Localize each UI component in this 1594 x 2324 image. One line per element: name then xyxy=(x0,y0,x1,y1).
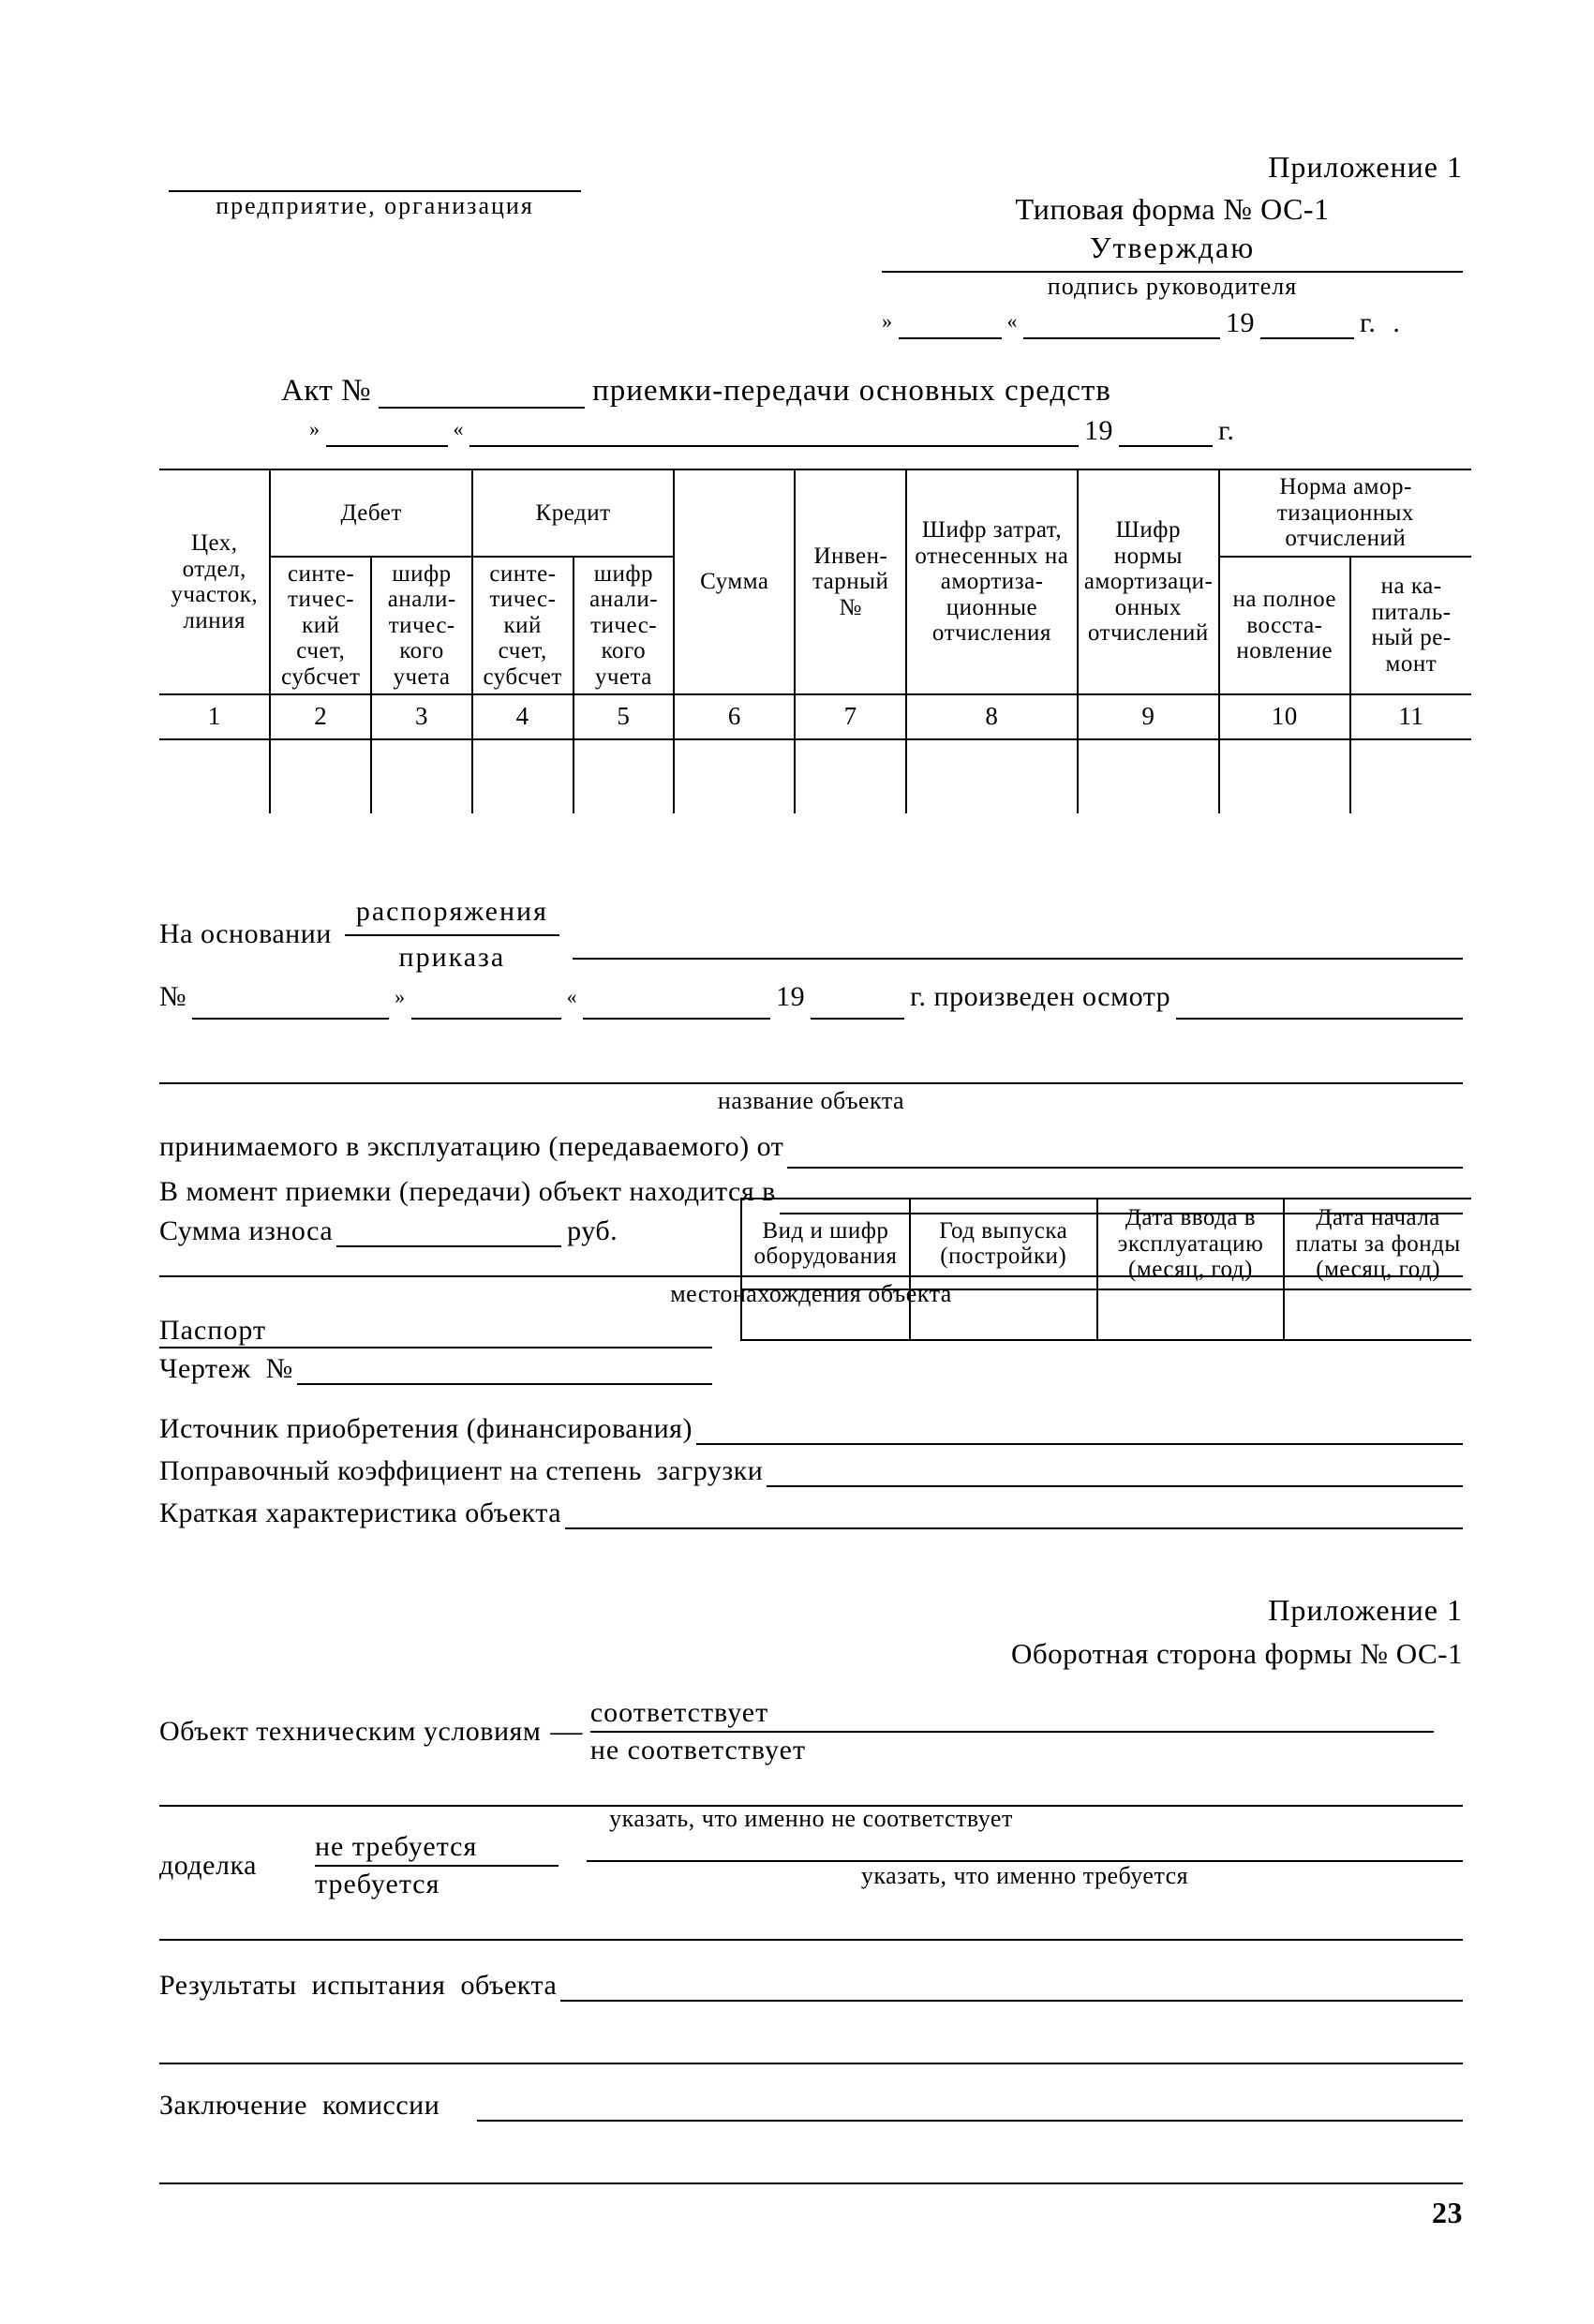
conclusion-label: Заключение комиссии xyxy=(159,2090,439,2122)
akt-block: Акт № приемки-передачи основных средств … xyxy=(281,373,1453,447)
akt-label: Акт № xyxy=(281,374,371,409)
results-label: Результаты испытания объекта xyxy=(159,1970,557,2002)
basis-num: № xyxy=(159,976,186,1020)
basis-opt2: приказа xyxy=(345,936,559,980)
source-block: Источник приобретения (финансирования) П… xyxy=(159,1410,1463,1531)
passport-field[interactable] xyxy=(270,1316,712,1347)
finish-cap: указать, что именно требуется xyxy=(587,1862,1463,1890)
t1-h4: синте­тичес­кий счет, суб­счет xyxy=(472,557,574,695)
accept-field[interactable] xyxy=(787,1136,1463,1169)
object-name-line[interactable] xyxy=(159,1051,1463,1084)
t2-datarow[interactable] xyxy=(741,1289,1471,1340)
conclusion-field[interactable] xyxy=(477,2089,1463,2122)
t1-h11: на ка­питаль­ный ре­монт xyxy=(1350,557,1471,695)
form-title: Типовая форма № ОС-1 xyxy=(882,192,1463,227)
conclusion-line2[interactable] xyxy=(159,2152,1463,2184)
order-num-field[interactable] xyxy=(192,987,389,1020)
passport-label: Паспорт xyxy=(159,1315,266,1347)
rub-label: руб. xyxy=(567,1215,618,1247)
akt-number-field[interactable] xyxy=(379,373,585,409)
main-table: Цех, отдел, учас­ток, линия Дебет Кредит… xyxy=(159,469,1471,813)
finish-opt1: не требуется xyxy=(315,1831,477,1862)
basis-opt1: распоряжения xyxy=(345,890,559,936)
order-year-field[interactable] xyxy=(811,987,904,1020)
date-year-field[interactable] xyxy=(1260,306,1354,339)
appendix-label: Приложение 1 xyxy=(882,150,1463,185)
tech-opt2: не соответствует xyxy=(590,1735,806,1765)
basis-lead: На основании xyxy=(159,913,332,957)
finish-row: доделка не требуется требуется указать, … xyxy=(159,1829,1463,1902)
t2-h1: Вид и шифр оборудова­ния xyxy=(741,1199,910,1289)
akt-day-field[interactable] xyxy=(326,414,448,447)
basis-tail: г. произведен осмотр xyxy=(910,976,1170,1020)
t2-h3: Дата ввода в эксплуа­тацию (ме­сяц, год) xyxy=(1097,1199,1285,1289)
t2-h4: Дата нача­ла платы за фонды (месяц, год) xyxy=(1284,1199,1471,1289)
t2-h2: Год выпу­ска (по­стройки) xyxy=(910,1199,1097,1289)
t1-h5: шифр анали­тичес­кого учета xyxy=(574,557,675,695)
finish-fill-top[interactable] xyxy=(587,1829,1463,1862)
src-l1: Источник приобретения (финансирования) xyxy=(159,1413,693,1445)
order-day-field[interactable] xyxy=(411,987,561,1020)
t1-h9: Шифр нормы амор­тизаци­онных отчис­лений xyxy=(1078,469,1219,694)
equipment-table: Вид и шифр оборудова­ния Год выпу­ска (п… xyxy=(740,1198,1471,1341)
wear-sum-field[interactable] xyxy=(336,1214,561,1247)
tech-lead: Объект техническим условиям xyxy=(159,1716,546,1748)
tech-row: Объект техническим условиям — соответств… xyxy=(159,1695,1463,1768)
order-month-field[interactable] xyxy=(583,987,770,1020)
t1-h6: Сумма xyxy=(674,469,795,694)
obj-caption: название объекта xyxy=(159,1082,1463,1120)
src-l2: Поправочный коэффициент на степень загру… xyxy=(159,1455,763,1487)
akt-tail: приемки-передачи основных средств xyxy=(592,374,1111,409)
enterprise-block: предприятие, организация xyxy=(169,159,581,220)
akt-year-field[interactable] xyxy=(1119,414,1213,447)
basis-fill-1[interactable] xyxy=(573,927,1463,960)
t1-norm: Норма амор­тизационных отчислений xyxy=(1219,469,1471,557)
date-day-field[interactable] xyxy=(899,306,1002,339)
t1-h1: Цех, отдел, учас­ток, линия xyxy=(159,469,270,694)
year-19: 19 xyxy=(1226,307,1255,339)
reverse-block: Приложение 1 Оборотная сторона формы № О… xyxy=(159,1593,1463,2184)
akt-month-field[interactable] xyxy=(469,414,1079,447)
results-line2[interactable] xyxy=(159,2032,1463,2064)
t1-h2: синте­тичес­кий счет, суб­счет xyxy=(270,557,371,695)
t1-datarow[interactable] xyxy=(159,739,1471,813)
t1-h10: на пол­ное восста­новле­ние xyxy=(1219,557,1350,695)
src-l1-field[interactable] xyxy=(696,1412,1463,1445)
year-g: г. xyxy=(1360,307,1376,339)
src-l3-field[interactable] xyxy=(565,1497,1463,1529)
wear-sum-label: Сумма износа xyxy=(159,1215,333,1247)
drawing-label: Чертеж № xyxy=(159,1353,293,1385)
src-l2-field[interactable] xyxy=(767,1454,1463,1487)
enterprise-caption: предприятие, организация xyxy=(169,192,581,220)
t1-h7: Инвен­тарный № xyxy=(795,469,905,694)
tech-fill[interactable] xyxy=(159,1774,1463,1807)
t1-h3: шифр анали­тичес­кого учета xyxy=(371,557,472,695)
approve-label: Утверждаю xyxy=(882,231,1463,265)
wear-block: Сумма износа руб. Паспорт Чертеж № xyxy=(159,1205,712,1387)
date-month-field[interactable] xyxy=(1023,306,1220,339)
finish-fill[interactable] xyxy=(159,1908,1463,1941)
results-field[interactable] xyxy=(560,1969,1463,2002)
drawing-field[interactable] xyxy=(297,1352,712,1385)
inspect-field[interactable] xyxy=(1176,987,1463,1020)
accept-label: принимаемого в эксплуатацию (передаваемо… xyxy=(159,1125,783,1169)
page-number: 23 xyxy=(1432,2196,1463,2230)
t1-credit: Кредит xyxy=(472,469,674,557)
appendix2-label: Приложение 1 xyxy=(159,1593,1463,1628)
reverse-title: Оборотная сторона формы № ОС-1 xyxy=(159,1637,1463,1671)
tech-opt1: соответствует xyxy=(590,1697,768,1728)
sig-caption: подпись руководителя xyxy=(882,273,1463,301)
finish-lead: доделка xyxy=(159,1850,305,1882)
t1-numrow: 1 2 3 4 5 6 7 8 9 10 11 xyxy=(159,694,1471,739)
src-l3: Краткая характеристика объекта xyxy=(159,1497,561,1529)
t1-debit: Дебет xyxy=(270,469,471,557)
t1-h8: Шифр зат­рат, отне­сенных на амортиза­ци… xyxy=(906,469,1078,694)
header-right: Приложение 1 Типовая форма № ОС-1 Утверж… xyxy=(882,150,1463,339)
finish-opt2: требуется xyxy=(315,1869,439,1899)
